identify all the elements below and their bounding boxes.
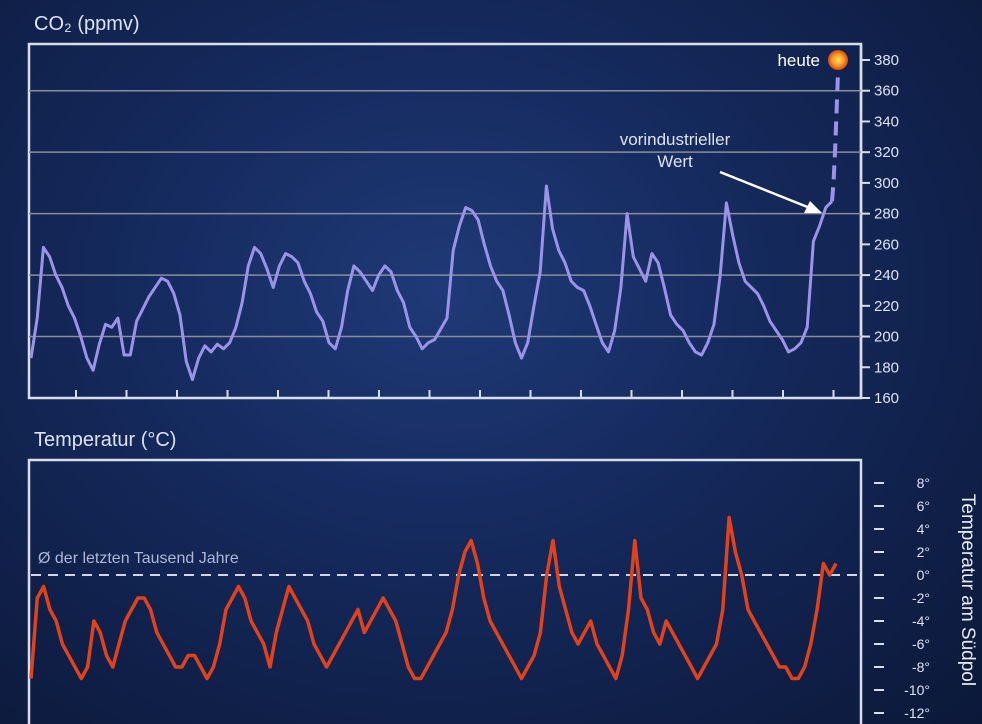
co2-y-tick-label: 300 <box>874 175 899 192</box>
co2-y-tick-label: 240 <box>874 267 899 284</box>
temperature-y-tick-label: -10° <box>904 682 930 698</box>
co2-y-tick-label: 320 <box>874 144 899 161</box>
temperature-y-tick-label: -2° <box>912 590 930 606</box>
co2-y-tick-label: 180 <box>874 359 899 376</box>
temperature-y-tick-label: -8° <box>912 659 930 675</box>
co2-y-tick-label: 380 <box>874 52 899 69</box>
temperature-plot-frame <box>27 458 863 724</box>
heute-annotation: heute <box>777 51 820 70</box>
heute-marker <box>828 50 848 70</box>
co2-y-tick-label: 360 <box>874 83 899 100</box>
temperature-y-tick-label: 6° <box>917 498 930 514</box>
co2-chart-title: CO₂ (ppmv) <box>34 13 140 35</box>
co2-y-tick-label: 160 <box>874 390 899 407</box>
preindustrial-arrow-line <box>719 170 811 210</box>
temperature-chart-title: Temperatur (°C) <box>34 429 176 451</box>
co2-y-tick-label: 200 <box>874 329 899 346</box>
temperature-y-axis-label: Temperatur am Südpol <box>957 494 978 686</box>
temperature-y-tick-label: 8° <box>917 475 930 491</box>
thousand-year-average-label: Ø der letzten Tausend Jahre <box>38 550 239 567</box>
co2-gridlines <box>29 89 861 338</box>
co2-y-tick-label: 260 <box>874 236 899 253</box>
co2-y-tick-label: 220 <box>874 298 899 315</box>
temperature-y-tick-label: -4° <box>912 613 930 629</box>
temperature-series-line <box>29 515 838 681</box>
co2-series-line <box>29 184 834 382</box>
co2-plot-frame <box>27 42 863 400</box>
temperature-y-axis-ticks: -12° -10° -8° -6° -4° -2° 0° 2° 4° 6° 8° <box>874 475 930 721</box>
temperature-y-tick-label: 2° <box>917 544 930 560</box>
co2-y-tick-label: 340 <box>874 113 899 130</box>
preindustrial-arrow-head <box>804 201 822 213</box>
temperature-y-tick-label: -12° <box>904 705 930 721</box>
co2-x-ticks <box>75 390 835 398</box>
temperature-y-tick-label: 0° <box>917 567 930 583</box>
preindustrial-annotation: vorindustrieller Wert <box>620 130 731 171</box>
temperature-y-tick-label: -6° <box>912 636 930 652</box>
co2-modern-dashed-line <box>830 72 840 202</box>
temperature-y-tick-label: 4° <box>917 521 930 537</box>
co2-y-axis-ticks: 160 180 200 220 240 260 280 300 320 340 360 380 <box>861 52 899 407</box>
co2-y-tick-label: 280 <box>874 206 899 223</box>
